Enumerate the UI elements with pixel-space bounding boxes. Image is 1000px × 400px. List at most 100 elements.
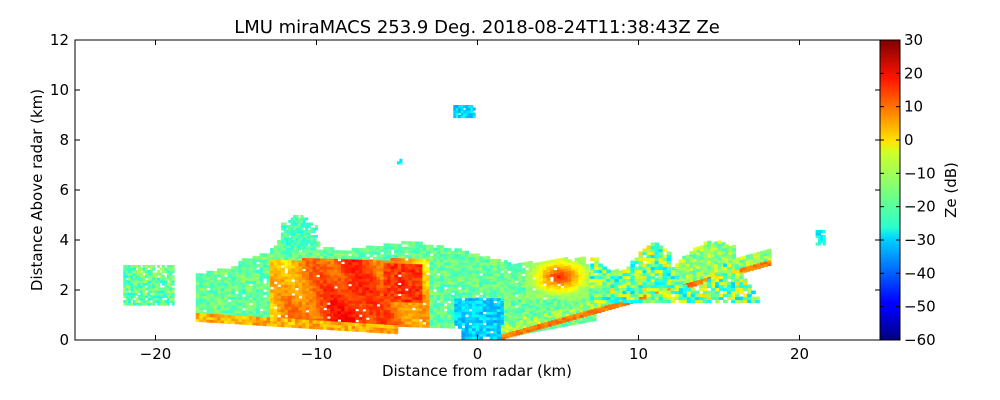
echo-cell — [394, 271, 399, 275]
echo-cell — [293, 227, 297, 231]
echo-cell — [130, 287, 134, 291]
echo-cell — [685, 254, 690, 259]
echo-cell — [411, 282, 416, 287]
echo-cell — [461, 250, 466, 255]
echo-cell — [355, 325, 360, 330]
echo-cell — [535, 284, 540, 288]
echo-cell — [496, 319, 501, 323]
echo-cell — [248, 274, 253, 279]
echo-cell — [433, 277, 438, 282]
echo-cell — [532, 271, 537, 275]
echo-cell — [433, 255, 438, 260]
echo-cell — [489, 303, 494, 307]
echo-cell — [625, 301, 630, 306]
echo-cell — [630, 299, 635, 304]
echo-cell — [578, 298, 583, 302]
echo-cell — [638, 272, 644, 277]
echo-cell — [376, 278, 381, 283]
echo-cell — [323, 291, 328, 295]
echo-cell — [245, 277, 250, 281]
echo-cell — [489, 316, 494, 321]
echo-cell — [341, 302, 346, 306]
echo-cell — [387, 281, 392, 286]
echo-cell — [646, 263, 652, 268]
echo-cell — [341, 288, 346, 293]
echo-cell — [330, 260, 335, 265]
echo-cell — [440, 280, 445, 285]
echo-cell — [390, 309, 395, 313]
echo-cell — [220, 298, 225, 303]
echo-cell — [496, 270, 501, 274]
echo-cell — [312, 252, 317, 256]
echo-cell — [323, 313, 328, 317]
echo-cell — [415, 277, 420, 281]
echo-cell — [760, 256, 765, 260]
echo-cell — [450, 281, 455, 285]
echo-cell — [287, 267, 292, 272]
echo-cell — [280, 306, 285, 310]
echo-cell — [273, 314, 278, 318]
echo-cell — [295, 227, 299, 231]
echo-cell — [312, 298, 317, 303]
echo-cell — [735, 281, 740, 286]
echo-cell — [689, 278, 694, 282]
echo-cell — [365, 267, 370, 271]
echo-cell — [426, 294, 431, 298]
echo-cell — [326, 313, 331, 317]
echo-cell — [130, 297, 134, 301]
echo-cell — [358, 286, 363, 290]
echo-cell — [252, 305, 257, 309]
echo-cell — [266, 305, 271, 310]
echo-cell — [270, 281, 275, 285]
echo-cell — [475, 314, 480, 318]
echo-cell — [457, 248, 462, 252]
echo-cell — [542, 285, 547, 290]
echo-cell — [390, 330, 395, 334]
echo-cell — [658, 254, 664, 259]
echo-cell — [154, 272, 158, 276]
echo-cell — [561, 308, 566, 312]
echo-cell — [369, 308, 374, 313]
echo-cell — [390, 260, 395, 264]
echo-cell — [464, 330, 469, 334]
echo-cell — [822, 237, 826, 241]
echo-cell — [256, 322, 261, 326]
echo-cell — [341, 322, 346, 326]
echo-cell — [312, 293, 317, 297]
echo-cell — [252, 283, 257, 287]
echo-cell — [464, 336, 469, 340]
echo-cell — [358, 323, 363, 327]
echo-cell — [142, 270, 146, 274]
echo-cell — [505, 326, 510, 331]
echo-cell — [658, 296, 664, 301]
echo-cell — [316, 268, 321, 273]
echo-cell — [698, 287, 704, 292]
echo-cell — [227, 290, 232, 295]
echo-cell — [567, 278, 572, 282]
echo-cell — [622, 275, 627, 280]
echo-cell — [316, 299, 321, 303]
echo-cell — [433, 305, 438, 309]
echo-cell — [539, 297, 544, 301]
echo-cell — [426, 255, 431, 260]
echo-cell — [319, 310, 324, 314]
echo-cell — [213, 309, 218, 313]
echo-cell — [585, 264, 590, 268]
echo-cell — [756, 257, 761, 261]
echo-cell — [564, 279, 569, 283]
echo-cell — [560, 323, 565, 328]
echo-cell — [376, 259, 381, 263]
echo-cell — [553, 275, 558, 279]
echo-cell — [500, 305, 505, 310]
echo-cell — [457, 314, 462, 318]
echo-cell — [642, 248, 648, 253]
echo-cell — [493, 305, 498, 310]
echo-cell — [447, 270, 452, 274]
echo-cell — [128, 267, 132, 271]
echo-cell — [355, 297, 360, 301]
echo-cell — [557, 299, 562, 304]
echo-cell — [358, 294, 363, 299]
echo-cell — [662, 260, 668, 265]
echo-cell — [252, 308, 257, 312]
echo-cell — [290, 220, 294, 223]
